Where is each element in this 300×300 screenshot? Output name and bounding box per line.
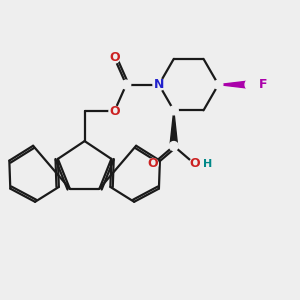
Circle shape: [109, 52, 120, 63]
Text: N: N: [154, 78, 164, 91]
Circle shape: [169, 142, 178, 151]
Circle shape: [214, 80, 223, 89]
Text: O: O: [109, 105, 120, 118]
Circle shape: [245, 79, 257, 91]
Text: O: O: [189, 158, 200, 170]
Circle shape: [109, 106, 120, 117]
Polygon shape: [218, 81, 251, 88]
Text: O: O: [109, 51, 120, 64]
Polygon shape: [170, 110, 178, 146]
Circle shape: [148, 158, 158, 169]
Circle shape: [153, 79, 165, 91]
Text: O: O: [148, 158, 158, 170]
Text: H: H: [203, 159, 213, 169]
Text: F: F: [259, 78, 267, 91]
Circle shape: [122, 80, 131, 89]
Circle shape: [169, 106, 178, 115]
Circle shape: [189, 158, 200, 169]
